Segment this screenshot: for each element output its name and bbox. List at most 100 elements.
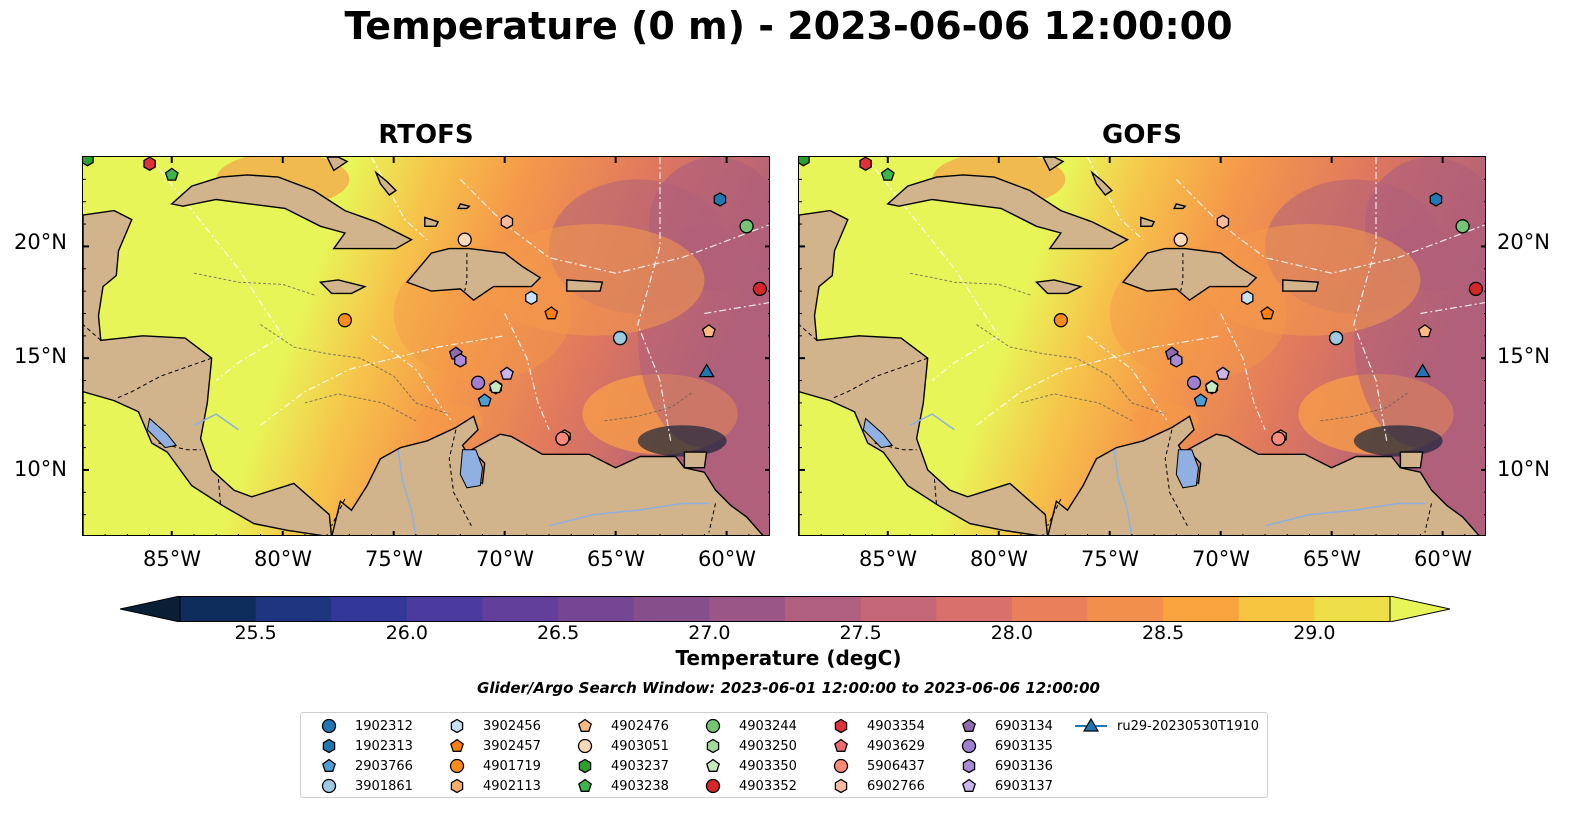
legend-marker-3902456[interactable] — [450, 718, 464, 734]
legend-marker-4903352[interactable] — [705, 778, 721, 794]
gofs-eez-boundary — [976, 335, 1221, 426]
rtofs-land-central — [83, 209, 333, 535]
rtofs-land-hispaniola — [405, 247, 542, 301]
rtofs-land-cuba — [170, 174, 413, 250]
gofs-float-marker-6903136[interactable] — [1170, 353, 1183, 368]
gofs-float-marker-4901719[interactable] — [1053, 313, 1069, 328]
rtofs-float-marker-4903352[interactable] — [752, 281, 768, 297]
legend-marker-4902113[interactable] — [450, 778, 464, 794]
gofs-glider-marker[interactable] — [1414, 363, 1431, 378]
rtofs-river — [193, 413, 239, 431]
legend-label: 4902476 — [611, 718, 669, 734]
rtofs-map[interactable] — [82, 156, 770, 536]
gofs-land-bahamas3 — [1140, 216, 1156, 228]
legend-item: 1902313 — [311, 737, 413, 755]
legend-marker-circle-icon — [321, 778, 337, 794]
legend-marker-4903350[interactable] — [706, 758, 720, 772]
gofs-float-marker-6903135[interactable] — [1186, 375, 1202, 390]
rtofs-float-marker-3902456[interactable] — [525, 290, 538, 306]
legend-marker-4903629[interactable] — [834, 738, 848, 752]
colorbar-tick-label: 29.0 — [1293, 622, 1336, 644]
legend-label: 6903135 — [995, 738, 1053, 754]
legend-marker-4902476[interactable] — [578, 718, 592, 732]
rtofs-float-marker-4903244[interactable] — [739, 219, 754, 234]
legend-item: 4901719 — [439, 757, 541, 775]
colorbar-bin — [255, 596, 332, 622]
colorbar-bin — [1011, 596, 1088, 622]
gofs-float-marker-5906437[interactable] — [1271, 431, 1286, 446]
gofs-float-marker-3901861[interactable] — [1328, 330, 1344, 346]
legend-marker-hexagon-icon — [450, 778, 464, 794]
rtofs-float-marker-6903136[interactable] — [454, 353, 467, 368]
legend-label: 4903237 — [611, 758, 669, 774]
legend-marker-3902457[interactable] — [450, 738, 464, 752]
rtofs-float-marker-4903350[interactable] — [488, 379, 503, 394]
gofs-float-marker-6902766[interactable] — [1216, 214, 1230, 230]
gofs-float-marker-1902313[interactable] — [1429, 192, 1443, 207]
rtofs-glider-marker[interactable] — [698, 363, 715, 378]
legend-label: 3901861 — [355, 778, 413, 794]
legend-marker-4903244[interactable] — [705, 718, 721, 734]
rtofs-float-marker-4903237[interactable] — [83, 157, 94, 167]
gofs-float-marker-4903238[interactable] — [880, 167, 895, 181]
rtofs-float-marker-3901861[interactable] — [612, 330, 628, 346]
legend-marker-6903134[interactable] — [962, 718, 976, 732]
legend-marker-1902313[interactable] — [322, 738, 336, 754]
gofs-float-marker-6903137[interactable] — [1215, 366, 1230, 380]
legend-marker-4903238[interactable] — [578, 778, 592, 792]
rtofs-float-marker-6902766[interactable] — [500, 214, 514, 230]
rtofs-float-marker-4903238[interactable] — [164, 167, 179, 181]
legend-marker-6902766[interactable] — [834, 778, 848, 794]
gofs-float-marker-4903244[interactable] — [1455, 219, 1470, 234]
gofs-float-marker-4902476[interactable] — [1417, 324, 1432, 338]
legend-item: 6903135 — [951, 737, 1053, 755]
gofs-bathymetry-contour — [1020, 393, 1133, 422]
gofs-float-marker-4903350[interactable] — [1204, 379, 1219, 394]
gofs-float-marker-4903237[interactable] — [799, 157, 810, 167]
rtofs-float-marker-4902476[interactable] — [701, 324, 716, 338]
legend-marker-4901719[interactable] — [449, 758, 465, 774]
legend-marker-2903766[interactable] — [322, 758, 336, 772]
legend-marker-5906437[interactable] — [833, 758, 849, 774]
rtofs-river — [548, 502, 709, 527]
gofs-land-central — [799, 209, 1049, 535]
gofs-float-marker-3902457[interactable] — [1260, 306, 1275, 320]
rtofs-float-marker-5906437[interactable] — [555, 431, 570, 446]
legend-marker-6903137[interactable] — [962, 778, 976, 792]
legend-item: 4903244 — [695, 717, 797, 735]
legend-marker-hexagon-icon — [578, 758, 592, 774]
legend-marker-6903136[interactable] — [962, 758, 976, 774]
gofs-float-marker-3902456[interactable] — [1241, 290, 1254, 306]
rtofs-float-marker-6903135[interactable] — [470, 375, 486, 390]
legend-marker-circle-icon — [449, 758, 465, 774]
rtofs-float-marker-2903766[interactable] — [477, 393, 492, 407]
legend-marker-6903135[interactable] — [961, 738, 977, 754]
colorbar-label: Temperature (degC) — [675, 646, 902, 670]
rtofs-float-marker-4903051[interactable] — [457, 232, 472, 247]
gofs-float-marker-4903051[interactable] — [1173, 232, 1188, 247]
legend-marker-4903237[interactable] — [578, 758, 592, 774]
legend-label: 4903354 — [867, 718, 925, 734]
rtofs-float-marker-1902313[interactable] — [713, 192, 727, 207]
legend-marker-1902312[interactable] — [321, 718, 337, 734]
legend-marker-4903250[interactable] — [706, 738, 720, 754]
colorbar-high-extend — [1389, 595, 1451, 623]
gofs-float-marker-4903352[interactable] — [1468, 281, 1484, 297]
rtofs-float-marker-4903354[interactable] — [143, 157, 156, 171]
rtofs-map-canvas[interactable] — [83, 157, 770, 536]
legend-marker-4903051[interactable] — [577, 738, 593, 754]
rtofs-land-bahamas3 — [424, 216, 440, 228]
legend-marker-3901861[interactable] — [321, 778, 337, 794]
rtofs-float-marker-4901719[interactable] — [337, 313, 353, 328]
rtofs-float-marker-6903137[interactable] — [499, 366, 514, 380]
gofs-float-marker-2903766[interactable] — [1193, 393, 1208, 407]
rtofs-float-marker-3902457[interactable] — [544, 306, 559, 320]
gofs-float-marker-4903354[interactable] — [859, 157, 872, 171]
lat-label-15n-left: 15°N — [14, 344, 67, 368]
gofs-map-canvas[interactable] — [799, 157, 1486, 536]
lat-label-20n-left: 20°N — [14, 230, 67, 254]
gofs-map[interactable] — [798, 156, 1486, 536]
legend-marker-4903354[interactable] — [834, 718, 848, 734]
lon-label-70w-gofs: 70°W — [1192, 547, 1250, 571]
gofs-eez-boundary — [1420, 302, 1485, 315]
